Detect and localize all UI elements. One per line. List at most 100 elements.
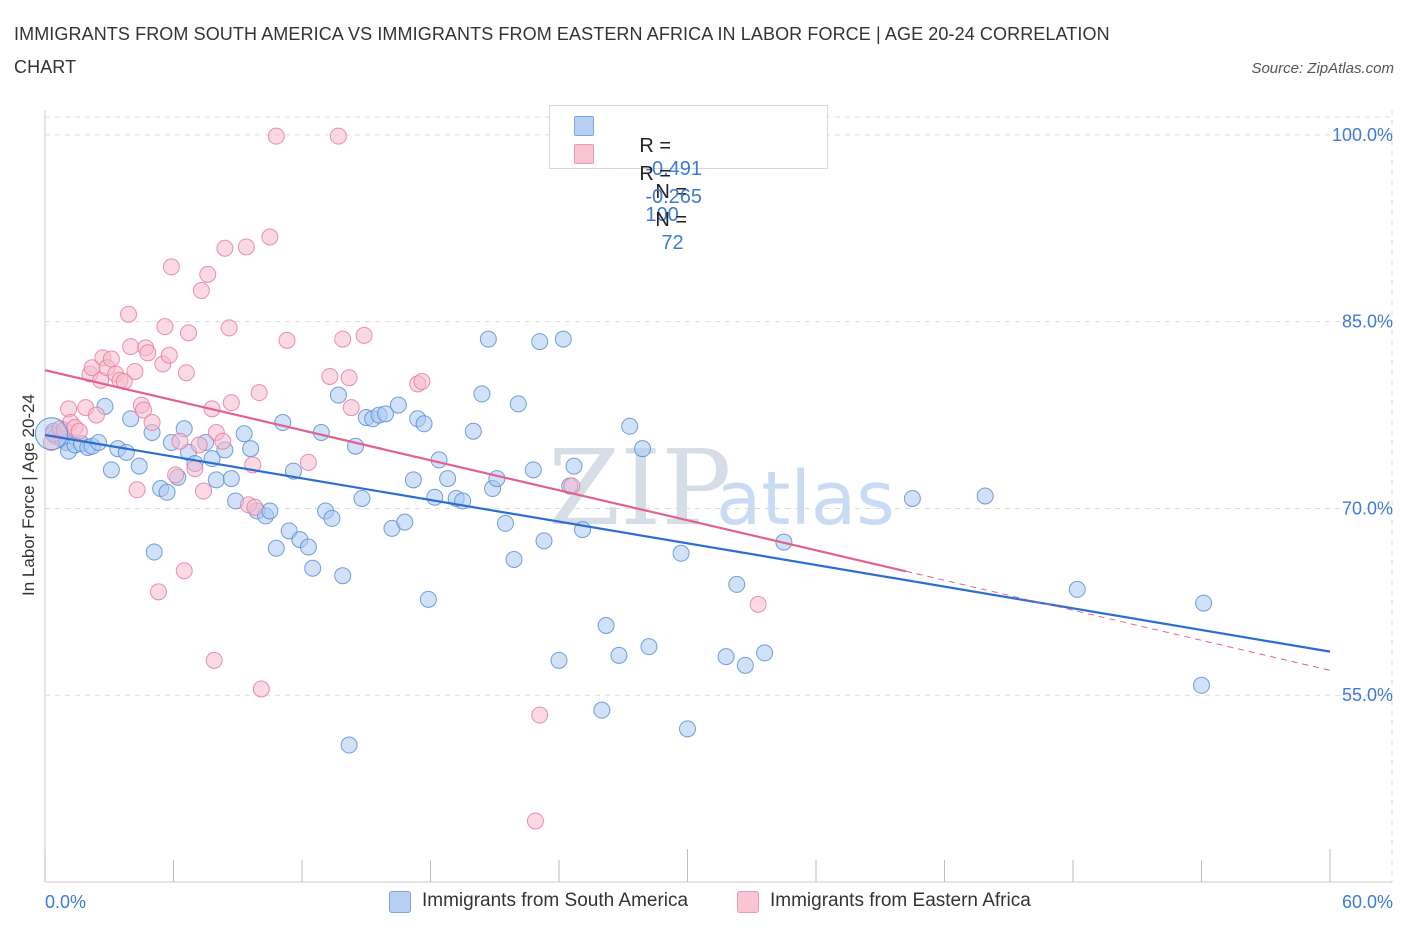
eastern-africa-point [171, 432, 189, 450]
trendline-south-america [44, 433, 1331, 653]
eastern-africa-point [70, 422, 88, 440]
eastern-africa-point [267, 127, 285, 145]
eastern-africa-point [199, 265, 217, 283]
axes-layer [44, 110, 1392, 883]
south-america-point [464, 422, 482, 440]
south-america-point [261, 502, 279, 520]
eastern-africa-point [329, 127, 347, 145]
eastern-africa-point [190, 436, 208, 454]
eastern-africa-point [321, 367, 339, 385]
south-america-point [597, 616, 615, 634]
legend-r-label: R = [639, 163, 672, 185]
eastern-africa-point [340, 369, 358, 387]
south-america-point [235, 425, 253, 443]
south-america-point [535, 532, 553, 550]
south-america-point [488, 470, 506, 488]
south-america-point [334, 567, 352, 585]
eastern-africa-point [177, 364, 195, 382]
eastern-africa-point [278, 331, 296, 349]
eastern-africa-point [246, 498, 264, 516]
south-america-point [1193, 676, 1210, 694]
south-america-point [102, 461, 120, 479]
eastern-africa-point [216, 239, 234, 257]
eastern-africa-point [160, 346, 178, 364]
south-america-point [329, 386, 347, 404]
south-america-point [479, 330, 497, 348]
correlation-legend: R = -0.491 N = 100 R = -0.265 N = 72 [549, 105, 828, 254]
legend-swatch-pink [574, 144, 594, 164]
eastern-africa-point [222, 394, 240, 412]
y-tick-label: 70.0% [1342, 498, 1393, 518]
eastern-africa-point [342, 399, 360, 417]
legend-r-label: R = [639, 135, 672, 157]
south-america-point [439, 470, 457, 488]
points-layer [34, 127, 1213, 830]
south-america-point [340, 736, 358, 754]
bottom-legend-label: Immigrants from Eastern Africa [770, 890, 1031, 911]
trendline-eastern-africa [44, 369, 907, 573]
south-america-point [565, 457, 583, 475]
south-america-point [640, 638, 658, 656]
south-america-point [610, 646, 628, 664]
south-america-point [554, 330, 572, 348]
south-america-point [634, 440, 652, 458]
south-america-point [145, 543, 163, 561]
south-america-point [130, 457, 148, 475]
watermark: ZIP atlas [548, 427, 895, 549]
eastern-africa-point [150, 583, 168, 601]
eastern-africa-point [139, 344, 157, 362]
south-america-point [593, 701, 611, 719]
south-america-point [242, 440, 260, 458]
eastern-africa-point [162, 258, 180, 276]
legend-row-south-america: R = -0.491 N = 100 [574, 112, 702, 226]
south-america-point [728, 575, 746, 593]
x-tick-label-min: 0.0% [45, 892, 86, 912]
south-america-point [717, 648, 735, 666]
eastern-africa-point [192, 282, 210, 300]
south-america-point [415, 415, 433, 433]
y-tick-label: 100.0% [1332, 125, 1393, 145]
y-axis-label: In Labor Force | Age 20-24 [19, 394, 38, 596]
x-tick-label-max: 60.0% [1342, 892, 1393, 912]
legend-n-value: 72 [661, 232, 684, 254]
south-america-point [426, 488, 444, 506]
watermark-atlas: atlas [716, 456, 895, 542]
eastern-africa-point [143, 414, 161, 432]
south-america-point [404, 471, 422, 489]
south-america-point [304, 559, 322, 577]
eastern-africa-point [413, 372, 431, 390]
eastern-africa-point [334, 330, 352, 348]
eastern-africa-point [526, 812, 544, 830]
ticks-layer: 55.0% 70.0% 85.0% 100.0% 0.0% 60.0% [45, 125, 1393, 912]
eastern-africa-point [237, 238, 255, 256]
south-america-point [267, 539, 285, 557]
south-america-point [531, 333, 549, 351]
source-label: Source: ZipAtlas.com [1251, 60, 1394, 77]
eastern-africa-point [128, 481, 146, 499]
eastern-africa-point [749, 595, 767, 613]
south-america-point [473, 385, 491, 403]
legend-swatch-blue [574, 116, 594, 136]
south-america-point [419, 590, 437, 608]
legend-row-eastern-africa: R = -0.265 N = 72 [574, 140, 702, 254]
south-america-point [903, 489, 921, 507]
south-america-point [524, 461, 542, 479]
legend-n-label: N = [655, 209, 688, 231]
cluster-point [34, 417, 68, 451]
eastern-africa-point [261, 228, 279, 246]
south-america-point [1068, 580, 1086, 598]
south-america-point [621, 417, 639, 435]
bottom-legend-label: Immigrants from South America [422, 890, 689, 911]
south-america-point [679, 720, 696, 738]
trend-layer [44, 369, 1331, 671]
eastern-africa-point [126, 362, 144, 380]
eastern-africa-point [179, 324, 197, 342]
south-america-point [323, 509, 341, 527]
chart-title: IMMIGRANTS FROM SOUTH AMERICA VS IMMIGRA… [14, 24, 1110, 77]
south-america-point [550, 651, 568, 669]
eastern-africa-point [135, 401, 153, 419]
eastern-africa-point [167, 466, 185, 484]
south-america-point [736, 656, 754, 674]
south-america-point [299, 538, 317, 556]
